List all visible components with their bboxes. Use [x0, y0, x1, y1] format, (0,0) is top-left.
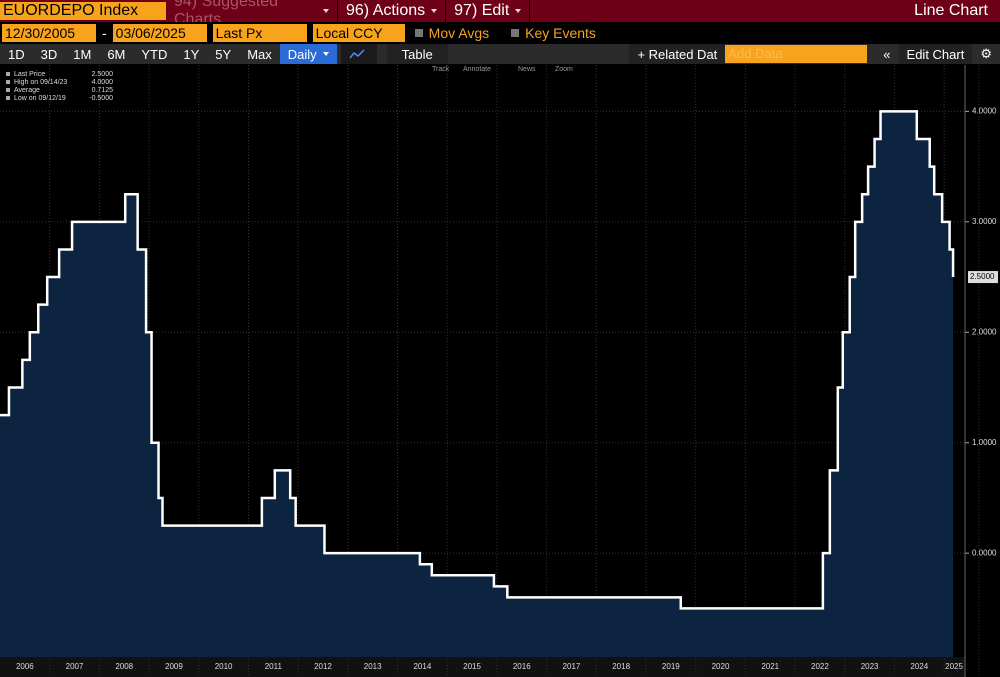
x-tick-label: 2007 — [66, 662, 84, 671]
y-axis-area — [965, 64, 1000, 677]
currency[interactable]: Local CCY — [312, 24, 405, 42]
legend-swatch — [6, 96, 10, 100]
edit-chart[interactable]: Edit Chart — [898, 44, 973, 64]
chart-kind: Line Chart — [914, 2, 988, 19]
tool[interactable]: Track — [432, 66, 450, 73]
x-tick-label: 2008 — [115, 662, 133, 671]
chart: 2006 2007 2008 2009 2010 2011 2012 2013 2014 2015… — [0, 64, 1000, 677]
legend-label: High on 09/14/23 — [14, 79, 67, 86]
x-tick-label: 2021 — [761, 662, 779, 671]
x-tick-label: 2025 — [945, 662, 963, 671]
y-tick-label: 4.0000 — [972, 106, 997, 115]
suggested-charts[interactable]: 94) Suggested Charts — [166, 0, 338, 28]
legend-value: -0.5000 — [89, 95, 113, 102]
tool[interactable]: News — [518, 66, 536, 73]
line — [0, 110, 955, 610]
x-tick-label: 2019 — [662, 662, 680, 671]
x-tick-label: 2016 — [513, 662, 531, 671]
edit-label: 97) Edit — [454, 2, 510, 19]
chart-icon[interactable] — [340, 44, 377, 64]
y-tick-label: 1.0000 — [972, 438, 997, 447]
y-tick-label: 0.0000 — [972, 548, 997, 557]
x-tick-label: 2014 — [413, 662, 431, 671]
range-button[interactable]: 1D — [8, 46, 25, 62]
actions[interactable]: 96) Actions — [338, 0, 447, 22]
legend-swatch — [6, 72, 10, 76]
x-tick-label: 2006 — [16, 662, 34, 671]
range-button[interactable]: YTD — [141, 46, 168, 62]
range-button[interactable]: 5Y — [215, 46, 232, 62]
tool[interactable]: Annotate — [463, 66, 491, 73]
x-tick-label: 2013 — [364, 662, 382, 671]
legend-label: Low on 09/12/19 — [14, 95, 66, 102]
icon — [349, 49, 365, 59]
y-tick-label: 3.0000 — [972, 217, 997, 226]
x-tick-label: 2012 — [314, 662, 332, 671]
x-tick-label: 2011 — [265, 662, 283, 671]
mov-avgs[interactable]: Mov Avgs — [428, 25, 490, 41]
area — [0, 111, 954, 657]
range-button[interactable]: 1Y — [183, 46, 200, 62]
x-tick-label: 2010 — [215, 662, 233, 671]
x-axis-area — [0, 657, 965, 677]
x-tick-label: 2018 — [612, 662, 630, 671]
range-button[interactable]: 1M — [73, 46, 92, 62]
key-events[interactable]: Key Events — [525, 25, 596, 41]
range-bar: 1D 3D 1M 6M YTD 1Y 5Y Max Daily Table + Related… — [0, 44, 1000, 64]
legend-value: 2.5000 — [92, 71, 114, 78]
x-tick-label: 2024 — [910, 662, 928, 671]
date-sep: - — [102, 25, 107, 41]
end-date[interactable]: 03/06/2025 — [112, 24, 207, 42]
edit[interactable]: 97) Edit — [446, 0, 531, 22]
frequency-label: Daily — [287, 46, 317, 62]
field[interactable]: Last Px — [212, 24, 307, 42]
legend-label: Last Price — [14, 71, 45, 78]
legend-label: Average — [14, 87, 40, 94]
x-tick-label: 2020 — [712, 662, 730, 671]
legend-value: 4.0000 — [92, 79, 114, 86]
title-bar: EUORDEPO Index 94) Suggested Charts 96) … — [0, 0, 1000, 28]
range-button[interactable]: 6M — [107, 46, 126, 62]
settings[interactable]: ⚙ — [980, 46, 992, 61]
range-button[interactable]: 3D — [40, 46, 58, 62]
table[interactable]: Table — [386, 44, 448, 64]
x-tick-label: 2022 — [811, 662, 829, 671]
legend-swatch — [6, 88, 10, 92]
last-price-tag — [968, 271, 998, 284]
legend-value: 0.7125 — [92, 87, 114, 94]
x-tick-label: 2017 — [563, 662, 581, 671]
add-data[interactable]: Add Data — [725, 45, 868, 63]
range-button[interactable]: Max — [247, 46, 272, 62]
x-tick-label: 2015 — [463, 662, 481, 671]
related-data[interactable]: + Related Dat — [629, 44, 726, 64]
ticker[interactable]: EUORDEPO Index — [0, 2, 166, 20]
tool[interactable]: Zoom — [555, 66, 573, 73]
collapse[interactable]: « — [883, 46, 891, 62]
add-data-label: Add Data — [728, 46, 783, 61]
y-tick-label: 2.0000 — [972, 327, 997, 336]
x-tick-label: 2023 — [861, 662, 879, 671]
settings-bar: 12/30/2005 - 03/06/2025 Last Px Local CC… — [0, 22, 1000, 44]
actions-label: 96) Actions — [346, 2, 426, 19]
last-price-label: 2.5000 — [970, 272, 995, 281]
range-buttons: 1D 3D 1M 6M YTD 1Y 5Y Max — [0, 44, 280, 64]
x-tick-label: 2009 — [165, 662, 183, 671]
legend-swatch — [6, 80, 10, 84]
frequency[interactable]: Daily — [279, 44, 337, 64]
start-date[interactable]: 12/30/2005 — [2, 24, 96, 42]
